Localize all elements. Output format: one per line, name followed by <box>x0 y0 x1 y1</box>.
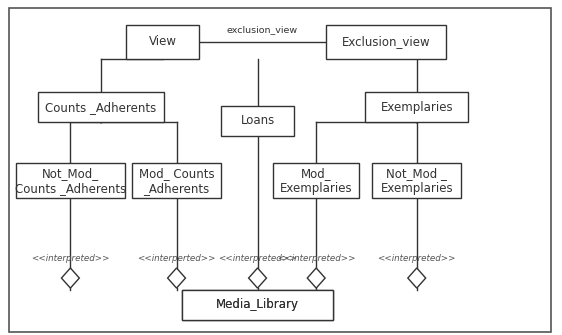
Polygon shape <box>61 268 79 288</box>
Text: Not_Mod _
Exemplaries: Not_Mod _ Exemplaries <box>380 167 453 195</box>
Text: exclusion_view: exclusion_view <box>227 25 298 35</box>
Text: View: View <box>148 36 176 48</box>
Text: <<interpreted>>: <<interpreted>> <box>378 254 456 263</box>
Polygon shape <box>408 268 425 288</box>
Text: Loans: Loans <box>241 114 275 127</box>
Text: Media_Library: Media_Library <box>216 298 299 311</box>
Text: <<interpreted>>: <<interpreted>> <box>218 254 297 263</box>
Polygon shape <box>248 268 266 288</box>
Bar <box>182 290 333 320</box>
Bar <box>365 92 469 122</box>
Text: <<interpreted>>: <<interpreted>> <box>31 254 110 263</box>
Bar <box>132 163 221 198</box>
Text: Not_Mod_
Counts _Adherents: Not_Mod_ Counts _Adherents <box>15 167 126 195</box>
Bar <box>372 163 461 198</box>
Bar <box>38 92 164 122</box>
Bar <box>273 163 360 198</box>
Text: Counts _Adherents: Counts _Adherents <box>46 101 157 114</box>
Bar <box>16 163 125 198</box>
Text: <<interperted>>: <<interperted>> <box>137 254 216 263</box>
Polygon shape <box>167 268 185 288</box>
Bar <box>182 290 333 320</box>
Text: <<interpreted>>: <<interpreted>> <box>277 254 355 263</box>
Text: Exemplaries: Exemplaries <box>380 101 453 114</box>
Bar <box>326 25 446 59</box>
Bar <box>221 106 294 136</box>
Text: Media_Library: Media_Library <box>216 298 299 311</box>
Text: Mod_
Exemplaries: Mod_ Exemplaries <box>280 167 352 195</box>
Text: Exclusion_view: Exclusion_view <box>342 36 430 48</box>
Bar <box>126 25 199 59</box>
Text: Mod_ Counts
_Adherents: Mod_ Counts _Adherents <box>139 167 214 195</box>
Polygon shape <box>307 268 325 288</box>
